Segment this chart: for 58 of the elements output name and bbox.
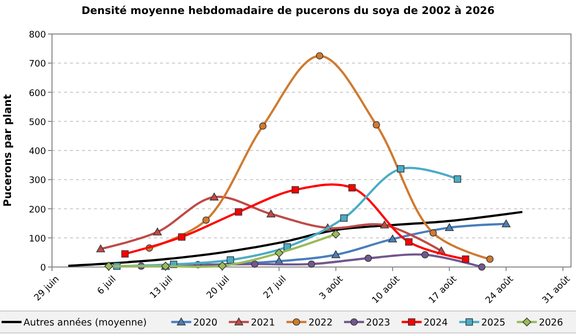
legend-label: 2025 [481,318,506,328]
point [380,220,389,228]
point [331,250,340,258]
point [178,233,186,241]
point [421,251,429,258]
point [104,262,114,270]
y-tick-label: 100 [28,234,46,244]
x-tick-label: 20 juil [205,274,232,302]
x-tick-label: 27 juil [262,274,289,302]
point [121,250,129,258]
point [226,256,234,264]
y-tick-label: 300 [28,176,46,186]
legend-label: 2020 [193,318,218,328]
y-tick-label: 200 [28,205,46,216]
point [153,228,162,236]
y-tick-label: 0 [40,264,46,274]
point [274,248,284,258]
point [397,165,404,172]
point [234,208,242,216]
y-tick-label: 400 [28,147,46,157]
y-tick-label: 600 [28,88,46,99]
point [348,184,356,192]
point [266,210,276,218]
point [340,214,348,222]
x-tick-label: 13 juil [148,274,176,302]
point [445,223,454,232]
legend-label: 2021 [250,318,276,328]
point [292,186,299,194]
point [331,230,340,238]
point [316,52,324,60]
point [96,244,106,252]
x-tick-label: 6 juil [96,274,118,297]
y-tick-label: 700 [28,60,46,70]
point [486,255,494,263]
legend-label: 2023 [366,318,390,328]
point [308,260,316,268]
chart-title: Densité moyenne hebdomadaire de pucerons du soya de 2002 à 2026 [81,5,495,17]
point [210,192,219,200]
point [454,175,462,183]
point [218,261,227,270]
point [259,122,266,130]
point [502,220,510,228]
point [478,263,486,271]
point [364,254,372,262]
point [462,255,470,263]
legend-label: 2024 [424,318,448,328]
y-tick-label: 500 [28,118,46,128]
point [429,229,437,237]
point [405,238,412,246]
point [372,121,380,129]
legend-label: Autres années (moyenne) [24,318,147,328]
legend-label: 2026 [538,318,564,328]
point [202,216,210,224]
point [388,234,397,242]
legend-label: 2022 [308,318,333,328]
point [251,260,258,268]
y-axis-title: Pucerons par plant [2,94,14,207]
y-tick-label: 800 [28,30,46,40]
